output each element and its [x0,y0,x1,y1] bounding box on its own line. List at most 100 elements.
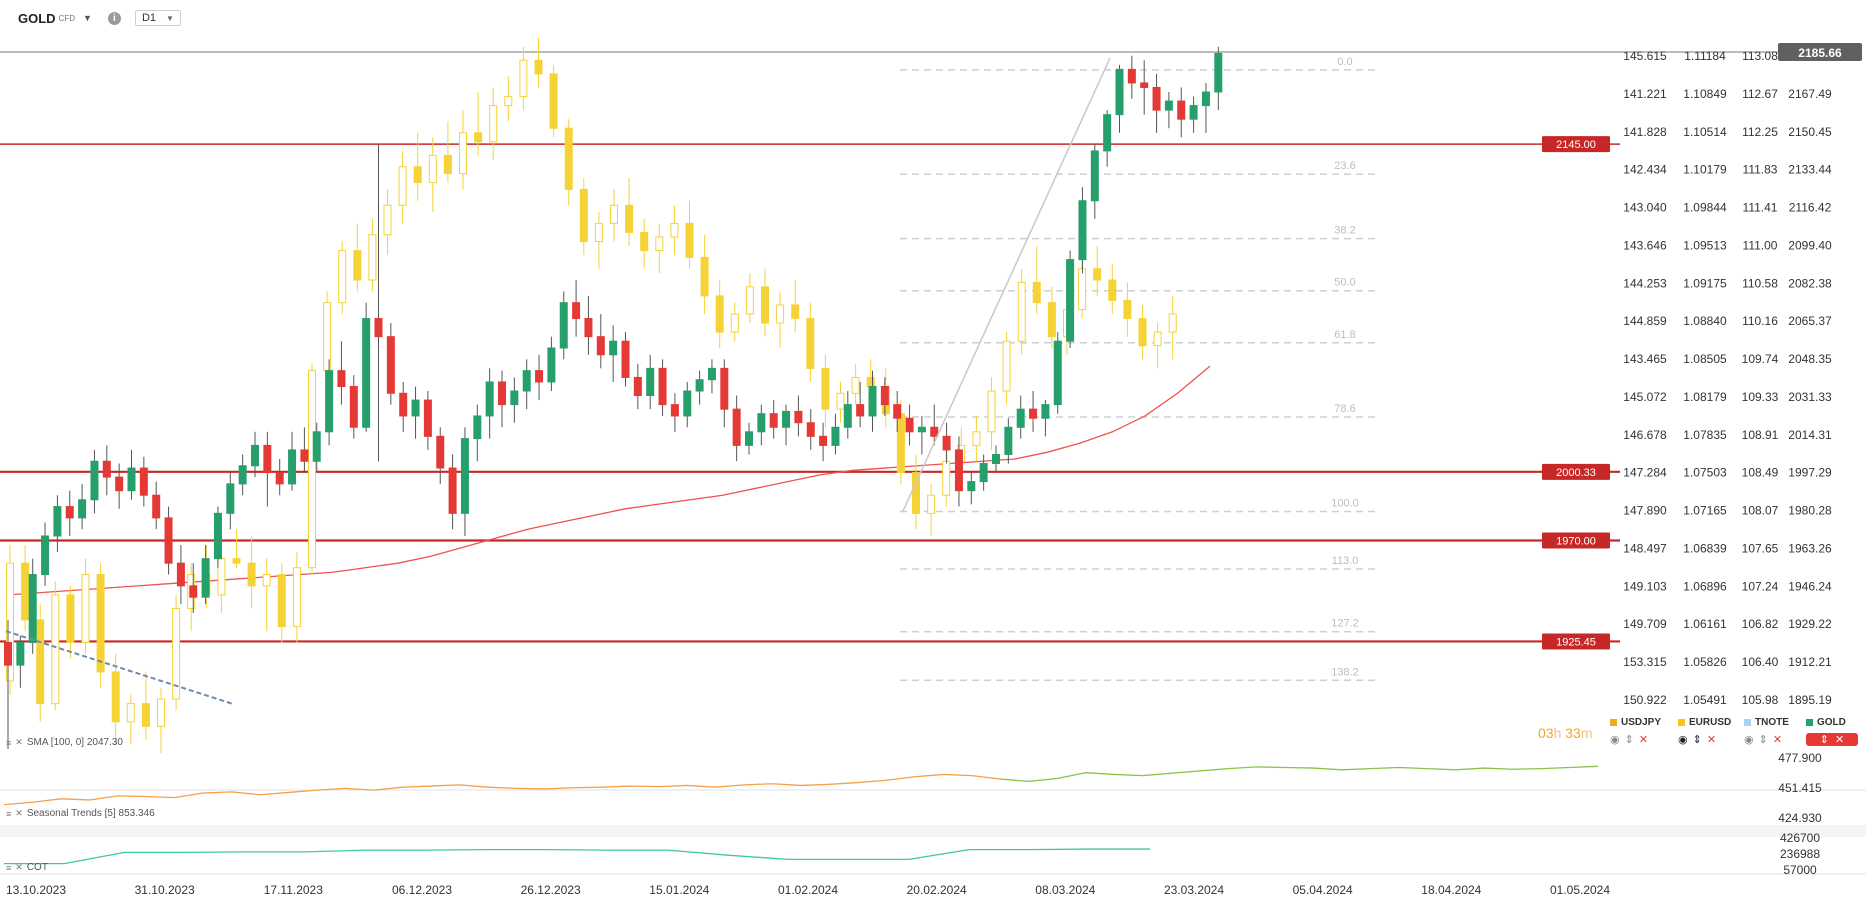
candle-body [1140,82,1149,88]
candle-body [893,404,902,419]
timeframe-select[interactable]: D1 ▼ [134,10,181,26]
candle-body [189,585,198,598]
overlay-candle-body [912,472,920,514]
symbol-dropdown-icon[interactable]: ▼ [83,13,92,23]
candle-body [201,558,210,598]
series-swatch [1744,719,1751,726]
indicator-settings-icon[interactable]: ≡ [6,808,12,819]
candle-body [745,431,753,446]
candle-body [967,481,976,492]
candle-body [349,385,358,428]
candle-body [806,422,815,437]
y-tick-label: 2167.49 [1788,87,1832,101]
overlay-candle-body [474,132,483,143]
y-tick-label: 106.40 [1742,655,1779,669]
overlay-candle-body [504,96,513,107]
y-tick-label: 2133.44 [1788,163,1832,177]
eye-icon[interactable]: ◉ [1678,734,1688,746]
close-icon[interactable]: ✕ [1772,734,1783,746]
y-tick-label: 105.98 [1742,693,1779,707]
cot-indicator-label[interactable]: ≡ ✕ COT [6,862,48,873]
candle-body [448,467,457,514]
overlay-candle-body [489,105,498,143]
x-tick-label: 20.02.2024 [907,883,967,897]
seasonal-line [3,773,1001,806]
level-label: 2145.00 [1556,139,1596,151]
info-icon[interactable]: i [107,11,121,25]
candle-body [176,562,185,587]
y-tick-label: 1963.26 [1788,541,1832,555]
reorder-icon[interactable]: ⇕ [1692,734,1702,746]
indicator-settings-icon[interactable]: ≡ [6,737,12,748]
legend-eurusd[interactable]: EURUSD ◉ ⇕ ✕ [1678,717,1732,746]
indicator-settings-icon[interactable]: ≡ [6,862,12,873]
eye-icon[interactable]: ◉ [1744,734,1754,746]
series-swatch [1610,719,1617,726]
cot-line [4,848,1150,865]
x-tick-label: 26.12.2023 [521,883,581,897]
sma-line [7,365,1211,596]
y-tick-label: 1929.22 [1788,617,1832,631]
y-tick-label: 2048.35 [1788,352,1832,366]
candle-body [115,476,124,492]
overlay-candle-body [1153,331,1162,347]
close-icon[interactable]: ✕ [15,808,23,818]
candle-countdown: 03h 33m [1538,725,1593,741]
instrument-type: CFD [58,13,76,23]
candle-body [411,399,420,417]
sma-indicator-label[interactable]: ≡ ✕ SMA [100, 0] 2047.30 [6,737,123,748]
overlay-candle-body [368,234,377,281]
y-tick-label: 111.83 [1743,163,1778,177]
reorder-icon[interactable]: ⇕ [1758,734,1768,746]
close-icon[interactable]: ✕ [15,737,23,747]
candle-body [880,385,889,406]
reorder-icon[interactable]: ⇕ [1624,734,1634,746]
symbol-label[interactable]: GOLD [18,10,56,26]
legend-usdjpy[interactable]: USDJPY ◉ ⇕ ✕ [1610,717,1662,746]
timeframe-value: D1 [141,12,156,24]
series-controls[interactable]: ⇕ ✕ [1806,733,1858,746]
y-tick-label: 141.221 [1623,87,1667,101]
y-tick-label: 113.08 [1742,49,1778,63]
legend-gold[interactable]: GOLD ⇕ ✕ [1806,717,1866,753]
close-icon[interactable]: ✕ [1706,734,1717,746]
candle-body [325,370,334,433]
y-tick-label: 1.05826 [1683,655,1727,669]
candle-body [856,404,865,417]
overlay-candle-body [791,304,800,320]
y-tick-label: 147.284 [1623,466,1667,480]
y-tick-label: 108.91 [1742,428,1779,442]
overlay-candle-body [610,204,618,224]
y-tick-label: 2099.40 [1788,238,1832,252]
legend-tnote[interactable]: TNOTE ◉ ⇕ ✕ [1744,717,1789,746]
y-tick-label: 2150.45 [1788,125,1832,139]
candle-body [670,404,679,417]
eye-icon[interactable]: ◉ [1610,734,1620,746]
candle-body [917,426,926,433]
candle-body [300,449,309,462]
cot-axis-label: 236988 [1780,847,1820,861]
candle-body [683,390,692,417]
overlay-candle-body [81,574,90,643]
y-tick-label: 141.828 [1623,125,1667,139]
seasonal-indicator-label[interactable]: ≡ ✕ Seasonal Trends [5] 853.346 [6,808,155,819]
candle-body [362,318,371,428]
overlay-candle-body [655,236,664,252]
y-tick-label: 1.09844 [1683,201,1727,215]
candle-body [288,449,297,485]
candle-body [732,408,741,446]
reorder-icon: ⇕ [1819,734,1829,746]
close-icon[interactable]: ✕ [1638,734,1649,746]
candle-body [312,431,321,462]
y-tick-label: 143.040 [1623,201,1667,215]
last-price-tag [1778,43,1862,61]
candle-body [1004,426,1013,455]
candle-body [1177,100,1186,120]
fib-label: 100.0 [1331,498,1359,510]
series-swatch [1678,719,1685,726]
y-tick-label: 1.10849 [1683,87,1727,101]
y-tick-label: 153.315 [1623,655,1667,669]
candle-body [1016,408,1025,428]
close-icon[interactable]: ✕ [15,862,23,872]
